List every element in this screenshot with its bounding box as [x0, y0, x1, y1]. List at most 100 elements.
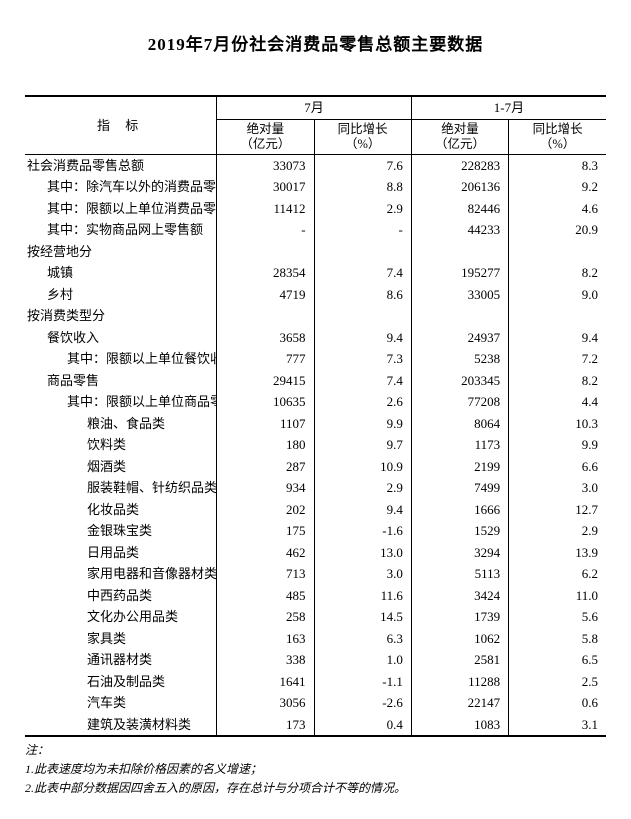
row-value: 195277: [411, 262, 508, 284]
row-value: -: [217, 219, 314, 241]
row-value: [314, 305, 411, 327]
row-label: 化妆品类: [25, 499, 217, 521]
table-row: 餐饮收入36589.4249379.4: [25, 327, 606, 349]
row-value: 175: [217, 520, 314, 542]
row-value: 2.6: [314, 391, 411, 413]
row-value: 5238: [411, 348, 508, 370]
row-label: 餐饮收入: [25, 327, 217, 349]
table-row: 按消费类型分: [25, 305, 606, 327]
row-value: 203345: [411, 370, 508, 392]
row-value: 1083: [411, 714, 508, 737]
row-value: -1.1: [314, 671, 411, 693]
row-value: 11288: [411, 671, 508, 693]
row-value: 11.0: [509, 585, 606, 607]
row-value: 9.9: [509, 434, 606, 456]
row-value: [217, 305, 314, 327]
row-label: 文化办公用品类: [25, 606, 217, 628]
row-value: 4.6: [509, 198, 606, 220]
row-value: 2581: [411, 649, 508, 671]
row-label: 饮料类: [25, 434, 217, 456]
row-value: 33005: [411, 284, 508, 306]
row-value: 20.9: [509, 219, 606, 241]
row-value: 2199: [411, 456, 508, 478]
row-value: [509, 241, 606, 263]
row-value: 202: [217, 499, 314, 521]
row-value: 22147: [411, 692, 508, 714]
row-value: 3658: [217, 327, 314, 349]
row-value: 7.3: [314, 348, 411, 370]
row-value: 228283: [411, 154, 508, 176]
row-value: 1529: [411, 520, 508, 542]
table-row: 建筑及装潢材料类1730.410833.1: [25, 714, 606, 737]
row-value: [411, 305, 508, 327]
row-value: 173: [217, 714, 314, 737]
header-yoy-2: 同比增长（%）: [509, 119, 606, 154]
row-value: 8.2: [509, 262, 606, 284]
row-label: 其中：除汽车以外的消费品零售额: [25, 176, 217, 198]
row-value: 5.6: [509, 606, 606, 628]
row-value: 9.0: [509, 284, 606, 306]
row-value: 1062: [411, 628, 508, 650]
row-value: [217, 241, 314, 263]
table-row: 家用电器和音像器材类7133.051136.2: [25, 563, 606, 585]
row-label: 金银珠宝类: [25, 520, 217, 542]
row-value: 10635: [217, 391, 314, 413]
row-value: 7.6: [314, 154, 411, 176]
footnote-2: 2.此表中部分数据因四舍五入的原因，存在总计与分项合计不等的情况。: [25, 779, 606, 798]
row-value: 4.4: [509, 391, 606, 413]
row-value: 0.4: [314, 714, 411, 737]
row-value: -: [314, 219, 411, 241]
row-value: 1739: [411, 606, 508, 628]
row-label: 其中：限额以上单位商品零售: [25, 391, 217, 413]
row-value: 3424: [411, 585, 508, 607]
row-value: 12.7: [509, 499, 606, 521]
row-label: 其中：实物商品网上零售额: [25, 219, 217, 241]
row-value: 6.6: [509, 456, 606, 478]
table-row: 中西药品类48511.6342411.0: [25, 585, 606, 607]
row-value: -1.6: [314, 520, 411, 542]
row-label: 石油及制品类: [25, 671, 217, 693]
row-value: 7499: [411, 477, 508, 499]
table-row: 金银珠宝类175-1.615292.9: [25, 520, 606, 542]
row-label: 其中：限额以上单位餐饮收入: [25, 348, 217, 370]
row-label: 服装鞋帽、针纺织品类: [25, 477, 217, 499]
row-value: 7.4: [314, 370, 411, 392]
row-value: 713: [217, 563, 314, 585]
table-row: 其中：限额以上单位消费品零售额114122.9824464.6: [25, 198, 606, 220]
table-row: 其中：除汽车以外的消费品零售额300178.82061369.2: [25, 176, 606, 198]
row-value: 9.2: [509, 176, 606, 198]
row-value: 3.1: [509, 714, 606, 737]
header-period-2: 1-7月: [411, 96, 606, 119]
page-title: 2019年7月份社会消费品零售总额主要数据: [25, 30, 606, 55]
row-value: 7.4: [314, 262, 411, 284]
row-value: -2.6: [314, 692, 411, 714]
row-value: 9.9: [314, 413, 411, 435]
row-value: 82446: [411, 198, 508, 220]
data-table: 指 标 7月 1-7月 绝对量（亿元） 同比增长（%） 绝对量（亿元） 同比增长…: [25, 95, 606, 737]
row-value: 1641: [217, 671, 314, 693]
table-row: 商品零售294157.42033458.2: [25, 370, 606, 392]
table-row: 石油及制品类1641-1.1112882.5: [25, 671, 606, 693]
table-row: 文化办公用品类25814.517395.6: [25, 606, 606, 628]
footnote-label: 注：: [25, 741, 606, 760]
row-value: 9.4: [314, 499, 411, 521]
table-row: 饮料类1809.711739.9: [25, 434, 606, 456]
row-value: [411, 241, 508, 263]
row-value: 9.4: [314, 327, 411, 349]
table-row: 烟酒类28710.921996.6: [25, 456, 606, 478]
row-value: 5113: [411, 563, 508, 585]
row-label: 按消费类型分: [25, 305, 217, 327]
row-value: 30017: [217, 176, 314, 198]
row-value: [509, 305, 606, 327]
row-value: 3056: [217, 692, 314, 714]
row-value: 0.6: [509, 692, 606, 714]
row-value: 77208: [411, 391, 508, 413]
row-value: 1666: [411, 499, 508, 521]
row-label: 社会消费品零售总额: [25, 154, 217, 176]
row-value: 1.0: [314, 649, 411, 671]
row-label: 建筑及装潢材料类: [25, 714, 217, 737]
row-value: 2.5: [509, 671, 606, 693]
row-label: 家具类: [25, 628, 217, 650]
row-value: 180: [217, 434, 314, 456]
row-value: 8.6: [314, 284, 411, 306]
